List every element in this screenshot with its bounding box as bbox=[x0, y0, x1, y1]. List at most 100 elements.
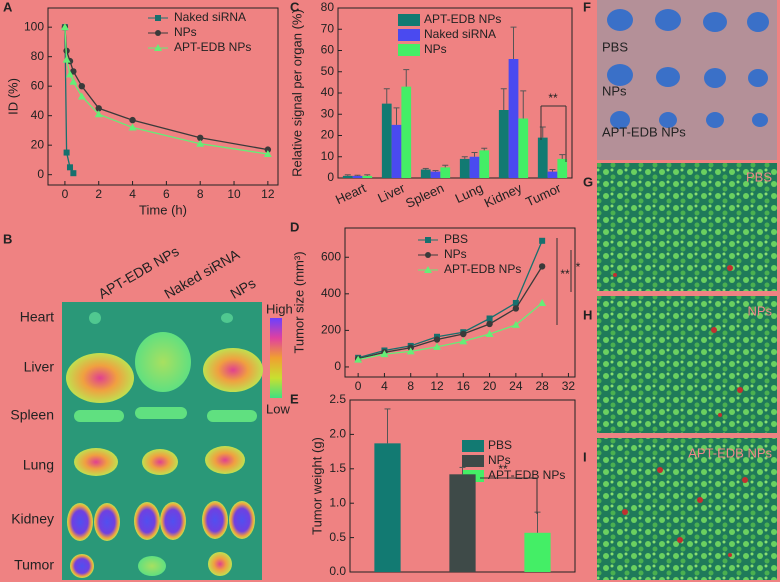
legend-label: APT-EDB NPs bbox=[424, 12, 501, 26]
y-tick-label: 30 bbox=[321, 106, 335, 120]
x-tick-label: Tumor bbox=[523, 180, 564, 210]
x-tick-label: 8 bbox=[197, 187, 204, 201]
organ bbox=[74, 410, 124, 422]
y-tick-label: 400 bbox=[321, 286, 341, 300]
row-label: Liver bbox=[24, 359, 55, 375]
marker bbox=[486, 320, 493, 328]
legend-label: APT-EDB NPs bbox=[444, 262, 521, 276]
marker bbox=[95, 105, 102, 112]
x-tick-label: 24 bbox=[509, 379, 523, 393]
legend-marker bbox=[425, 252, 431, 258]
bar bbox=[362, 175, 373, 178]
y-tick-label: 1.0 bbox=[329, 495, 346, 509]
legend-label: NPs bbox=[174, 25, 197, 39]
image-label: PBS bbox=[746, 169, 772, 184]
y-tick-label: 0 bbox=[334, 359, 341, 373]
bar bbox=[537, 137, 548, 178]
x-tick-label: Liver bbox=[375, 180, 407, 206]
bar bbox=[557, 158, 568, 178]
legend-label: Naked siRNA bbox=[174, 10, 246, 24]
organ bbox=[67, 503, 93, 541]
bar bbox=[401, 86, 412, 178]
marker bbox=[485, 330, 494, 338]
marker bbox=[77, 92, 86, 100]
scale-label: Low bbox=[266, 401, 290, 416]
annotation: ** bbox=[498, 462, 508, 476]
marker bbox=[196, 139, 205, 147]
marker bbox=[129, 116, 136, 124]
legend-swatch bbox=[398, 44, 420, 56]
row-label: Heart bbox=[20, 309, 54, 325]
panel-label: D bbox=[290, 219, 299, 234]
bar bbox=[469, 156, 480, 178]
x-tick-label: 10 bbox=[227, 187, 241, 201]
organ bbox=[205, 446, 245, 474]
x-axis-label: Time (h) bbox=[139, 202, 187, 217]
marker bbox=[538, 263, 546, 270]
organ bbox=[203, 348, 263, 392]
organ bbox=[202, 501, 228, 539]
x-tick-label: Spleen bbox=[403, 180, 446, 211]
panel-label: C bbox=[290, 0, 300, 14]
row-label: Lung bbox=[23, 457, 54, 473]
legend-label: NPs bbox=[424, 42, 447, 56]
image-label: APT-EDB NPs bbox=[688, 445, 772, 460]
bar bbox=[430, 171, 441, 178]
legend-swatch bbox=[398, 29, 420, 41]
legend-label: NPs bbox=[444, 247, 467, 261]
tissue-image bbox=[597, 438, 777, 580]
legend-label: APT-EDB NPs bbox=[488, 468, 565, 482]
row-label: APT-EDB NPs bbox=[602, 124, 686, 139]
organ bbox=[135, 332, 191, 392]
bar bbox=[381, 103, 392, 178]
x-tick-label: 28 bbox=[535, 379, 549, 393]
x-tick-label: 2 bbox=[95, 187, 102, 201]
y-tick-label: 1.5 bbox=[329, 461, 346, 475]
legend-swatch bbox=[462, 455, 484, 467]
color-bar bbox=[270, 318, 282, 398]
column-label: NPs bbox=[227, 275, 258, 302]
legend-label: PBS bbox=[444, 232, 468, 246]
image-label: NPs bbox=[747, 303, 772, 318]
annotation: ** bbox=[560, 267, 570, 281]
y-axis-label: Relative signal per organ (%) bbox=[289, 9, 304, 177]
y-tick-label: 70 bbox=[321, 21, 335, 35]
organ bbox=[89, 312, 101, 324]
marker bbox=[512, 299, 519, 306]
panel-label: G bbox=[583, 174, 593, 189]
x-tick-label: 4 bbox=[129, 187, 136, 201]
marker bbox=[78, 82, 86, 90]
panel-label: E bbox=[290, 391, 299, 406]
scale-label: High bbox=[266, 301, 293, 316]
marker bbox=[94, 110, 103, 118]
x-tick-label: 0 bbox=[355, 379, 362, 393]
marker bbox=[459, 337, 468, 345]
x-tick-label: 16 bbox=[457, 379, 471, 393]
y-axis-label: ID (%) bbox=[5, 78, 20, 115]
organ bbox=[70, 554, 94, 578]
images bbox=[62, 0, 777, 580]
y-tick-label: 10 bbox=[321, 149, 335, 163]
panel-label: H bbox=[583, 307, 592, 322]
bar bbox=[524, 532, 551, 572]
bar bbox=[498, 110, 509, 178]
marker bbox=[539, 237, 546, 244]
organ bbox=[94, 503, 120, 541]
y-tick-label: 80 bbox=[321, 0, 335, 14]
x-tick-label: 6 bbox=[163, 187, 170, 201]
organ bbox=[74, 448, 118, 476]
panel-label: F bbox=[583, 0, 591, 14]
bar bbox=[518, 118, 529, 178]
x-tick-label: 12 bbox=[430, 379, 444, 393]
plot-frame bbox=[344, 227, 576, 378]
y-tick-label: 2.5 bbox=[329, 392, 346, 406]
bar bbox=[420, 169, 431, 178]
organ bbox=[142, 449, 178, 475]
marker bbox=[70, 68, 77, 75]
legend-swatch bbox=[398, 14, 420, 26]
bar bbox=[508, 59, 519, 178]
bar bbox=[547, 171, 558, 178]
row-label: Spleen bbox=[10, 407, 54, 423]
y-tick-label: 60 bbox=[321, 43, 335, 57]
